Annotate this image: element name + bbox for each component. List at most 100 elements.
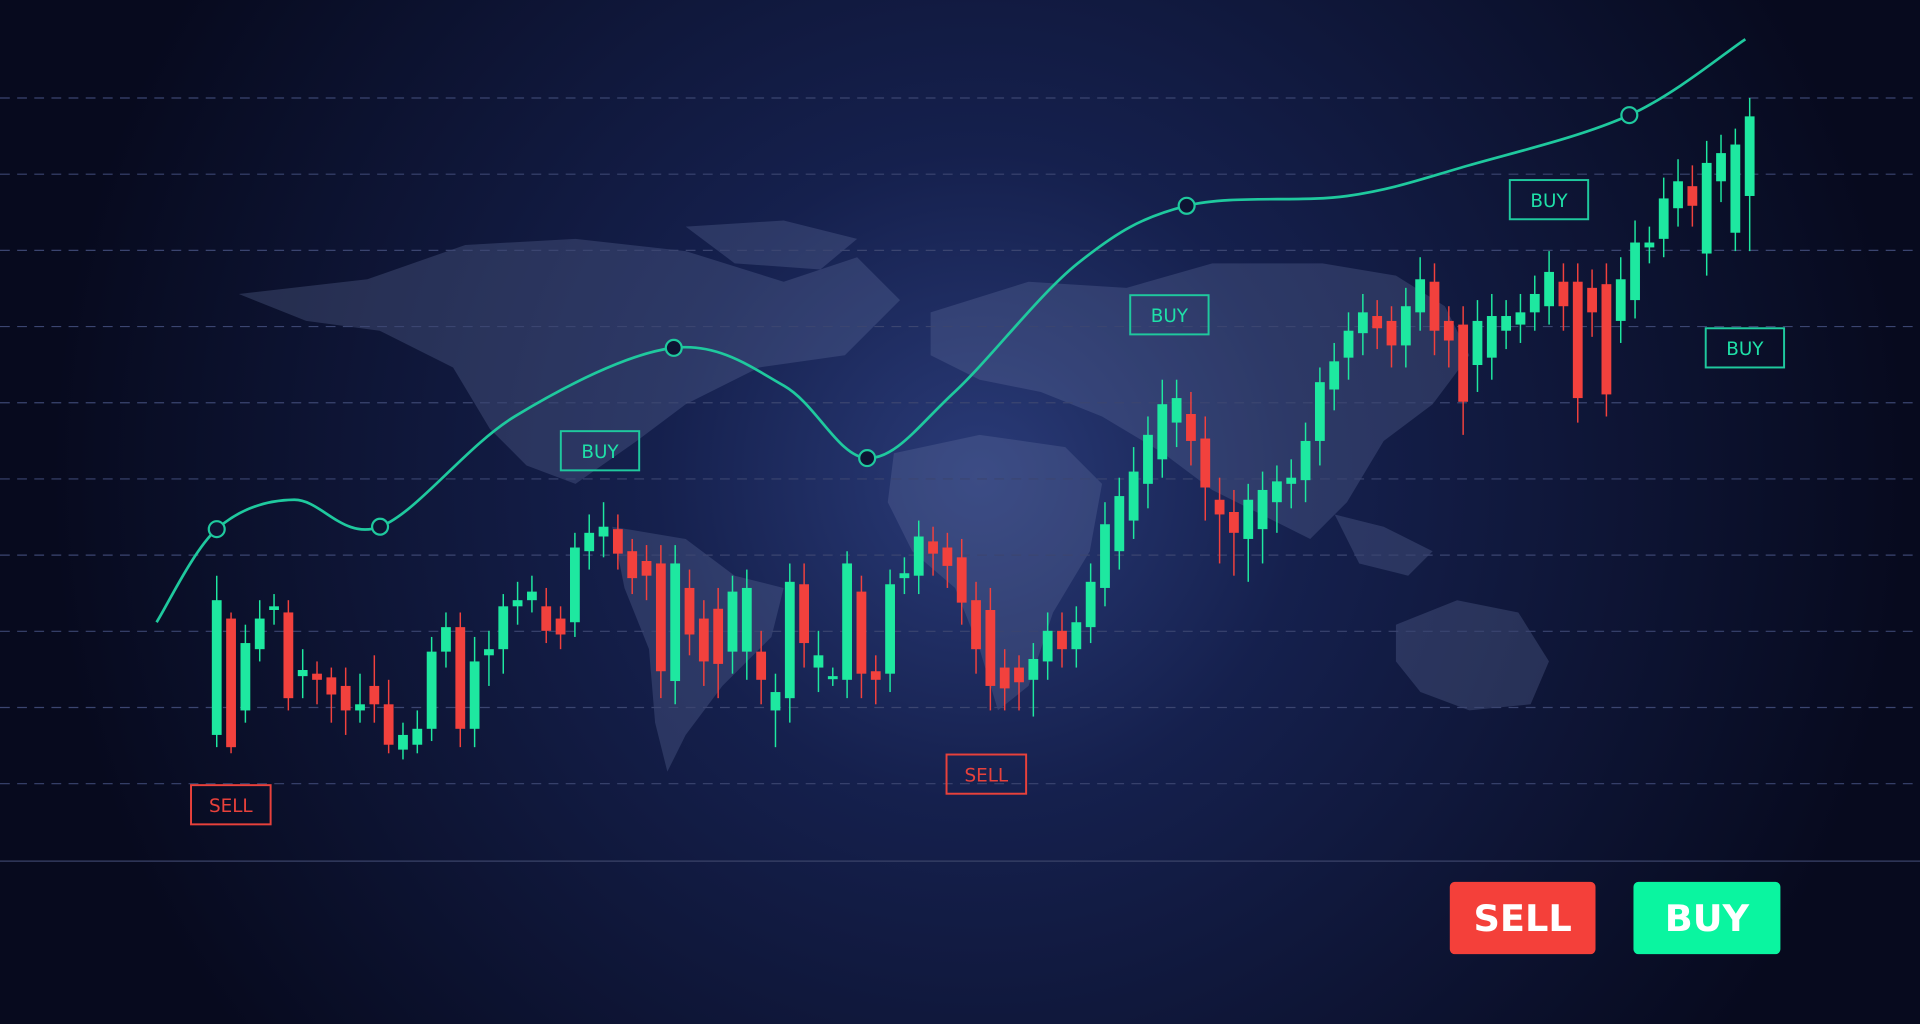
candle-body <box>842 563 852 680</box>
candle-body <box>1644 242 1655 248</box>
candle-body <box>1128 471 1139 521</box>
candle-body <box>1558 281 1569 307</box>
candle-body <box>1286 477 1297 484</box>
candle-body <box>885 584 895 674</box>
candle-body <box>1200 438 1211 488</box>
candle-body <box>1143 434 1153 484</box>
candle-body <box>1186 414 1196 441</box>
candle-down <box>627 538 638 595</box>
candle-up <box>1314 367 1325 466</box>
candle-up <box>254 600 265 662</box>
candle-body <box>1658 198 1669 239</box>
candle-up <box>1143 416 1153 509</box>
candle-down <box>555 606 566 650</box>
candle-body <box>670 563 681 682</box>
candle-down <box>1200 416 1211 521</box>
candle-body <box>1229 512 1239 533</box>
candle-body <box>1028 658 1039 680</box>
candle-body <box>856 591 867 674</box>
candle-up <box>1515 293 1526 343</box>
candle-down <box>713 587 724 699</box>
candle-body <box>627 551 638 579</box>
candle-body <box>770 692 781 711</box>
candle-body <box>598 526 609 537</box>
candle-body <box>1716 153 1726 182</box>
candle-up <box>1730 128 1741 252</box>
candle-up <box>1357 293 1368 356</box>
candle-body <box>1458 324 1469 402</box>
candle-up <box>1615 257 1626 343</box>
candle-up <box>1128 447 1139 539</box>
candle-up <box>1114 477 1125 570</box>
candle-body <box>1257 489 1268 530</box>
candle-down <box>1214 477 1225 564</box>
candle-body <box>412 728 423 745</box>
candle-up <box>1243 483 1254 582</box>
candle-up <box>441 612 451 668</box>
candle-down <box>1587 269 1597 337</box>
candle-up <box>1544 251 1554 325</box>
candle-down <box>340 667 351 735</box>
candle-body <box>1587 287 1597 313</box>
candle-body <box>469 661 480 729</box>
candle-body <box>1357 312 1368 334</box>
candle-down <box>1429 263 1440 356</box>
candle-body <box>226 618 236 748</box>
candle-body <box>641 560 652 576</box>
candle-up <box>827 667 838 686</box>
candle-down <box>956 538 967 625</box>
moving-average-marker <box>207 520 226 539</box>
candle-body <box>928 541 938 554</box>
candle-body <box>1429 281 1440 331</box>
candles <box>211 97 1755 760</box>
candle-down <box>1057 612 1067 668</box>
candle-body <box>1171 398 1182 423</box>
candle-up <box>1028 643 1039 717</box>
candle-body <box>269 606 279 610</box>
candle-up <box>1171 379 1182 448</box>
candle-body <box>512 600 523 607</box>
annotation-sell-2: SELL <box>945 753 1028 795</box>
candle-body <box>913 536 924 576</box>
candle-body <box>1243 499 1254 539</box>
annotation-label: BUY <box>1151 306 1189 327</box>
candle-body <box>1601 284 1612 395</box>
candle-body <box>1615 279 1626 321</box>
candle-up <box>498 594 509 674</box>
moving-average-marker <box>1177 196 1196 215</box>
candle-body <box>1486 316 1497 358</box>
candle-down <box>1601 263 1612 417</box>
candle-body <box>727 591 738 652</box>
moving-average-marker <box>370 517 390 536</box>
candle-up <box>211 575 222 748</box>
candle-body <box>1630 242 1640 301</box>
candle-down <box>655 545 666 699</box>
candle-down <box>226 612 236 754</box>
candle-down <box>985 587 996 711</box>
candle-up <box>1486 293 1497 380</box>
candle-down <box>641 545 652 601</box>
candle-up <box>1042 612 1053 680</box>
candle-down <box>1372 300 1383 350</box>
candle-up <box>484 630 494 686</box>
candle-down <box>928 526 938 576</box>
candle-up <box>240 624 251 723</box>
candle-down <box>856 575 867 699</box>
candle-up <box>899 557 910 595</box>
candle-down <box>1014 655 1024 711</box>
buy-button[interactable]: BUY <box>1633 881 1781 955</box>
candle-up <box>1415 257 1426 331</box>
sell-button[interactable]: SELL <box>1449 881 1596 955</box>
candle-body <box>870 671 881 680</box>
candle-body <box>312 673 322 680</box>
candle-body <box>899 573 910 579</box>
candle-up <box>1071 606 1082 668</box>
candle-down <box>999 649 1010 711</box>
candle-up <box>1701 140 1712 276</box>
candle-body <box>827 676 838 680</box>
candle-down <box>612 514 623 570</box>
candle-up <box>1744 97 1755 252</box>
grid-lines <box>0 97 1920 785</box>
